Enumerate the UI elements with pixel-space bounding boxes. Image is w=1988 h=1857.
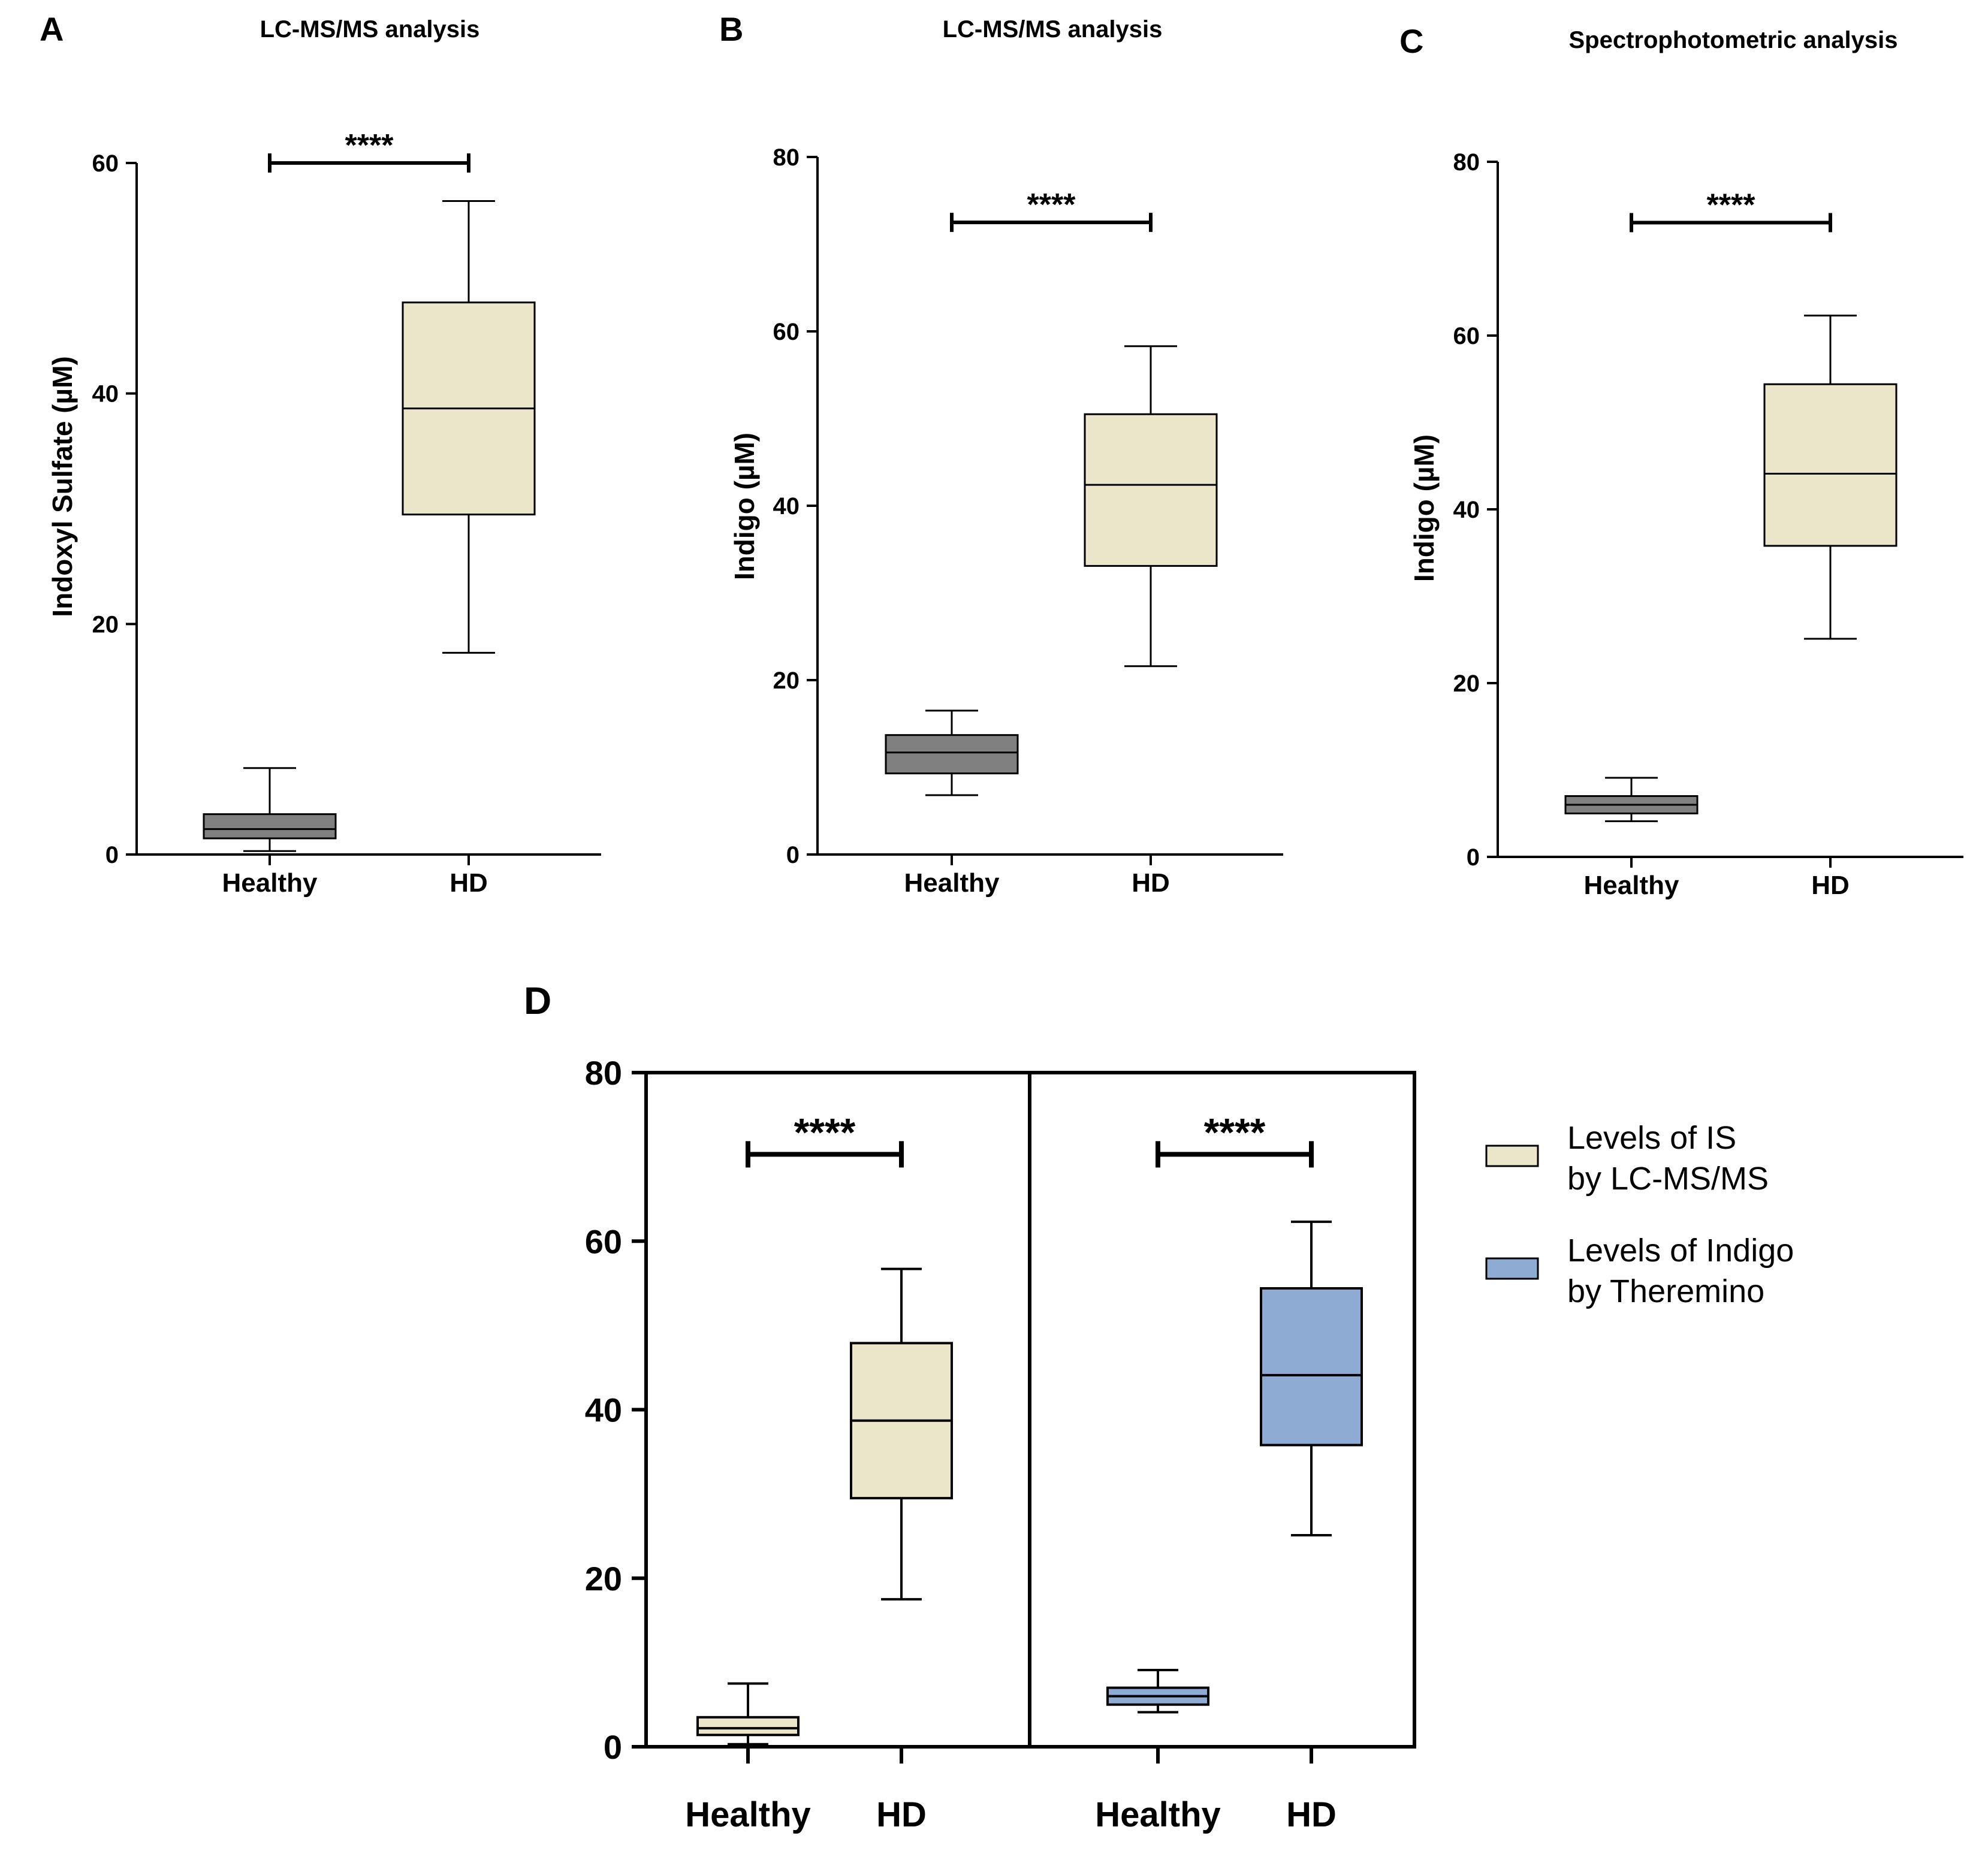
panel-c-letter: C bbox=[1399, 22, 1423, 60]
panel-b-y-tick-label: 0 bbox=[786, 842, 800, 868]
panel-a-significance-label: **** bbox=[345, 128, 394, 163]
panel-d-box-is-healthy bbox=[696, 1716, 800, 1737]
panel-d-y-tick-label: 40 bbox=[585, 1391, 622, 1429]
panel-b-y-tick-label: 60 bbox=[773, 319, 800, 345]
panel-a-y-tick-label: 40 bbox=[92, 381, 119, 407]
panel-c-title: Spectrophotometric analysis bbox=[1568, 27, 1898, 53]
panel-c-x-tick-label: Healthy bbox=[1584, 871, 1679, 900]
legend-is-line1: Levels of IS bbox=[1567, 1120, 1736, 1156]
panel-d-x-tick-label: Healthy bbox=[685, 1795, 811, 1834]
panel-b-box-healthy bbox=[885, 734, 1019, 775]
legend-indigo-line1: Levels of Indigo bbox=[1567, 1233, 1794, 1269]
panel-a-box-healthy bbox=[203, 813, 337, 840]
panel-a-x-tick-label: Healthy bbox=[222, 868, 318, 898]
panel-c-y-tick-label: 60 bbox=[1453, 323, 1480, 349]
panel-c-y-tick-label: 0 bbox=[1467, 844, 1480, 871]
panel-c-plot: 0 20 40 60 80 Healthy HD **** bbox=[1453, 149, 1963, 900]
panel-c-y-tick-label: 20 bbox=[1453, 671, 1480, 697]
panel-b-plot: 0 20 40 60 80 Healthy HD **** bbox=[773, 144, 1283, 898]
panel-d-box-indigo-hd bbox=[1260, 1287, 1363, 1447]
panel-b-y-tick-label: 80 bbox=[773, 144, 800, 171]
panel-c-y-tick-label: 40 bbox=[1453, 497, 1480, 523]
panel-c-ylabel: Indigo (µM) bbox=[1408, 434, 1440, 582]
panel-d-y-tick-label: 60 bbox=[585, 1222, 622, 1260]
legend: Levels of IS by LC-MS/MS Levels of Indig… bbox=[1485, 1120, 1794, 1309]
panel-b-box-hd bbox=[1084, 413, 1218, 567]
legend-swatch-is bbox=[1485, 1145, 1539, 1167]
panel-d-significance-label: **** bbox=[794, 1110, 856, 1154]
panel-a-plot: 0 20 40 60 Healthy HD **** bbox=[92, 128, 601, 898]
legend-swatch-indigo bbox=[1485, 1257, 1539, 1280]
panel-a-x-tick-label: HD bbox=[450, 868, 488, 898]
panel-a-letter: A bbox=[40, 10, 64, 48]
panel-b-y-tick-label: 40 bbox=[773, 493, 800, 520]
panel-d-significance-label: **** bbox=[1204, 1110, 1266, 1154]
panel-c-y-tick-label: 80 bbox=[1453, 149, 1480, 176]
panel-d-y-tick-label: 0 bbox=[604, 1728, 622, 1766]
panel-d-y-tick-label: 20 bbox=[585, 1560, 622, 1598]
panel-d-letter: D bbox=[524, 979, 551, 1022]
panel-d-x-tick-label: Healthy bbox=[1095, 1795, 1221, 1834]
panel-c-x-tick-label: HD bbox=[1811, 871, 1850, 900]
legend-indigo-line2: by Theremino bbox=[1567, 1273, 1764, 1309]
panel-b-title: LC-MS/MS analysis bbox=[943, 16, 1163, 43]
panel-b-letter: B bbox=[719, 10, 743, 48]
legend-is-line2: by LC-MS/MS bbox=[1567, 1161, 1769, 1197]
panel-b-x-tick-label: Healthy bbox=[904, 868, 1000, 898]
panel-d-x-tick-label: HD bbox=[876, 1795, 927, 1834]
panel-b-significance-label: **** bbox=[1027, 188, 1076, 222]
panel-c-box-hd bbox=[1763, 383, 1898, 547]
panel-d-x-tick-label: HD bbox=[1286, 1795, 1337, 1834]
panel-d-plot: 0 20 40 60 80 Healthy HD **** Healthy HD **** bbox=[585, 1054, 1416, 1834]
panel-b-ylabel: Indigo (µM) bbox=[729, 433, 760, 580]
panel-a-ylabel: Indoxyl Sulfate (µM) bbox=[47, 356, 78, 617]
panel-a-y-tick-label: 20 bbox=[92, 611, 119, 638]
panel-a-y-tick-label: 0 bbox=[105, 842, 119, 868]
panel-d-y-tick-label: 80 bbox=[585, 1054, 622, 1092]
panel-b-x-tick-label: HD bbox=[1132, 868, 1170, 898]
panel-b-y-tick-label: 20 bbox=[773, 668, 800, 694]
panel-a-title: LC-MS/MS analysis bbox=[260, 16, 480, 43]
panel-c-significance-label: **** bbox=[1707, 188, 1756, 223]
panel-a-y-tick-label: 60 bbox=[92, 150, 119, 177]
